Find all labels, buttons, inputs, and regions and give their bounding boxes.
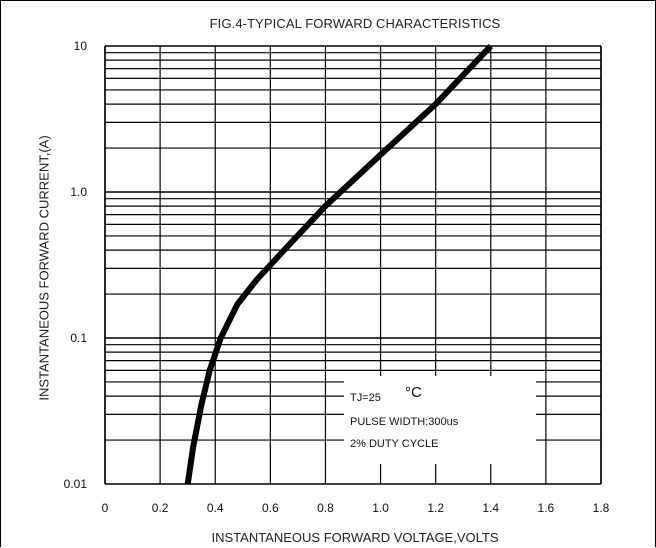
x-tick-label: 0.2 (152, 501, 169, 515)
y-tick-label: 10 (74, 39, 88, 53)
annotation-tj: TJ=25 (350, 392, 381, 404)
x-tick-label: 1.8 (593, 501, 610, 515)
x-tick-label: 1.0 (372, 501, 389, 515)
x-tick-label: 1.4 (482, 501, 499, 515)
x-tick-label: 0.4 (207, 501, 224, 515)
x-tick-label: 0.6 (262, 501, 279, 515)
x-tick-label: 0.8 (317, 501, 334, 515)
x-tick-label: 1.2 (427, 501, 444, 515)
chart-title: FIG.4-TYPICAL FORWARD CHARACTERISTICS (209, 16, 501, 31)
x-tick-label: 0 (102, 501, 109, 515)
y-tick-label: 0.1 (70, 331, 87, 345)
series-line (184, 43, 493, 485)
y-tick-label: 0.01 (64, 477, 88, 491)
x-tick-label: 1.6 (538, 501, 555, 515)
annotation-pulse-width: PULSE WIDTH:300us (350, 416, 459, 428)
annotation-degree: °C (405, 384, 422, 401)
annotation-duty-cycle: 2% DUTY CYCLE (350, 438, 439, 450)
y-tick-label: 1.0 (70, 185, 87, 199)
annotation-box (344, 376, 536, 464)
x-axis-label: INSTANTANEOUS FORWARD VOLTAGE,VOLTS (211, 530, 499, 545)
